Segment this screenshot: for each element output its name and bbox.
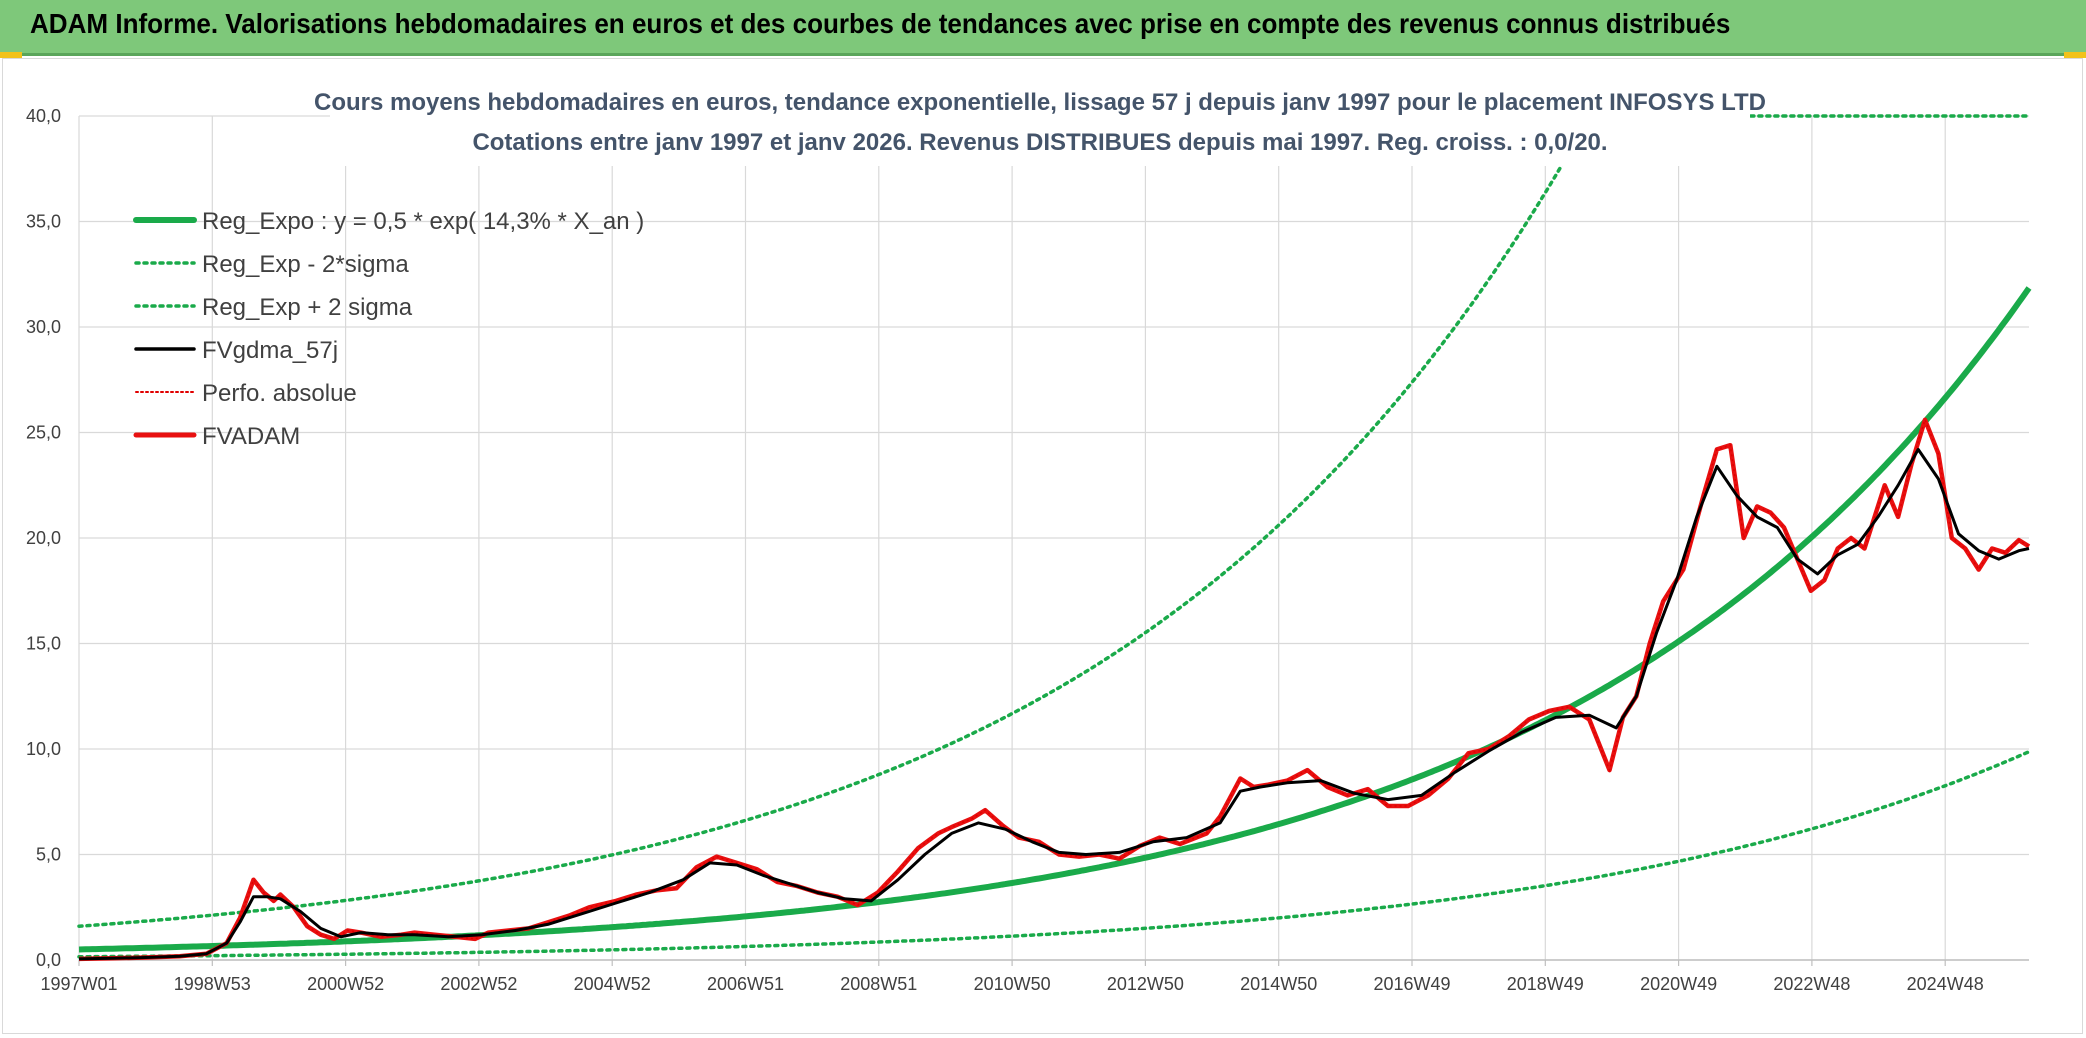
axis-layer: 0,0 5,0 10,0 15,0 20,0 25,0 30,0 35,0 40,0 1997W0… bbox=[26, 106, 2029, 994]
x-tick-label: 1997W01 bbox=[40, 974, 117, 994]
x-tick-label: 2024W48 bbox=[1907, 974, 1984, 994]
title-backdrop bbox=[330, 84, 1750, 166]
chart-title-line2: Cotations entre janv 1997 et janv 2026. … bbox=[472, 129, 1607, 156]
x-tick-label: 2000W52 bbox=[307, 974, 384, 994]
y-tick-label: 35,0 bbox=[26, 212, 61, 232]
y-tick-label: 25,0 bbox=[26, 423, 61, 443]
series-fvgdma-57j bbox=[78, 447, 2030, 961]
chart-title-line1: Cours moyens hebdomadaires en euros, ten… bbox=[314, 89, 1766, 116]
series-reg-plus-2sigma bbox=[77, 114, 2031, 928]
x-tick-label: 2016W49 bbox=[1373, 974, 1450, 994]
x-tick-label: 2004W52 bbox=[574, 974, 651, 994]
x-tick-label: 2020W49 bbox=[1640, 974, 1717, 994]
legend-label-reg_plus: Reg_Exp + 2 sigma bbox=[202, 294, 413, 321]
y-tick-label: 20,0 bbox=[26, 528, 61, 548]
legend-label-reg_expo: Reg_Expo : y = 0,5 * exp( 14,3% * X_an ) bbox=[202, 208, 644, 235]
grid-layer bbox=[78, 115, 2029, 961]
y-tick-label: 0,0 bbox=[36, 950, 61, 970]
series-reg-minus-2sigma bbox=[77, 749, 2031, 959]
x-tick-label: 2012W50 bbox=[1107, 974, 1184, 994]
chart-frame bbox=[2, 58, 2083, 1034]
legend: Reg_Expo : y = 0,5 * exp( 14,3% * X_an )… bbox=[133, 208, 644, 450]
page-title: ADAM Informe. Valorisations hebdomadaire… bbox=[30, 8, 1731, 39]
legend-label-perfo: Perfo. absolue bbox=[202, 380, 357, 407]
x-tick-label: 2008W51 bbox=[840, 974, 917, 994]
x-tick-label: 2014W50 bbox=[1240, 974, 1317, 994]
y-tick-label: 15,0 bbox=[26, 634, 61, 654]
series-reg-expo bbox=[78, 286, 2032, 953]
x-tick-label: 2006W51 bbox=[707, 974, 784, 994]
x-tick-label: 1998W53 bbox=[174, 974, 251, 994]
y-tick-label: 5,0 bbox=[36, 845, 61, 865]
legend-label-fvgdma: FVgdma_57j bbox=[202, 337, 338, 364]
legend-label-fvadam: FVADAM bbox=[202, 423, 300, 450]
header-bar bbox=[0, 0, 2086, 56]
x-tick-label: 2018W49 bbox=[1507, 974, 1584, 994]
y-tick-label: 30,0 bbox=[26, 317, 61, 337]
y-tick-label: 10,0 bbox=[26, 739, 61, 759]
header-accent-right bbox=[2064, 52, 2086, 58]
header-accent-left bbox=[0, 52, 22, 58]
x-tick-label: 2022W48 bbox=[1773, 974, 1850, 994]
legend-label-reg_minus: Reg_Exp - 2*sigma bbox=[202, 251, 409, 278]
y-tick-label: 40,0 bbox=[26, 106, 61, 126]
x-tick-label: 2002W52 bbox=[440, 974, 517, 994]
x-tick-label: 2010W50 bbox=[974, 974, 1051, 994]
